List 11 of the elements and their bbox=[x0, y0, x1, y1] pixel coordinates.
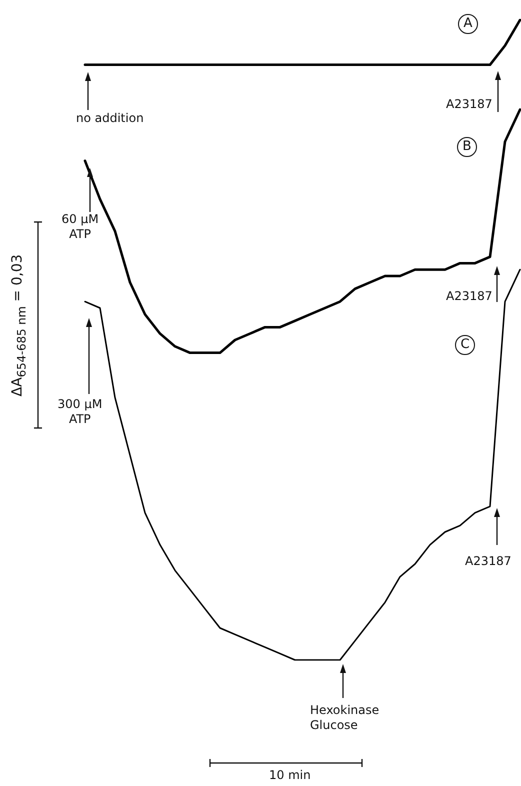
annotation: A23187 bbox=[465, 554, 512, 569]
annotation: A23187 bbox=[446, 97, 492, 112]
text: Hexokinase Glucose bbox=[310, 703, 380, 733]
annotation: 60 µM ATP bbox=[62, 212, 99, 242]
text: C bbox=[455, 335, 475, 355]
annotation: 300 µM ATP bbox=[58, 397, 102, 427]
text: A bbox=[458, 14, 478, 34]
annotation: A23187 bbox=[446, 289, 492, 304]
annotation: no addition bbox=[76, 111, 144, 126]
text: 10 min bbox=[269, 768, 311, 783]
text: B bbox=[457, 137, 477, 157]
